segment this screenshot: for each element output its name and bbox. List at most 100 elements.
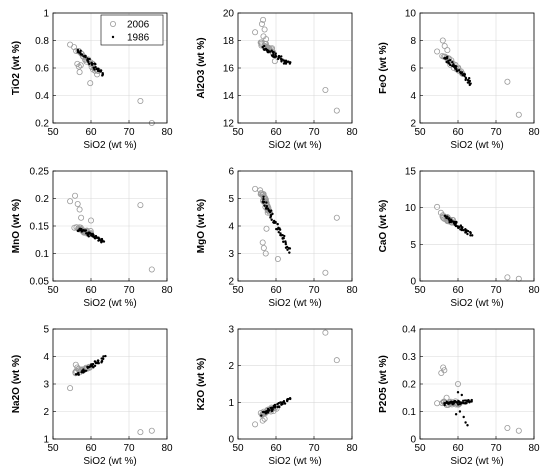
y-tick-label: 0.3 bbox=[402, 352, 416, 363]
data-point bbox=[276, 57, 280, 61]
data-point bbox=[449, 220, 453, 224]
data-point bbox=[252, 421, 259, 428]
data-point bbox=[274, 406, 277, 409]
data-point bbox=[79, 49, 82, 52]
y-tick-label: 2 bbox=[228, 361, 234, 372]
data-point bbox=[288, 396, 292, 400]
y-tick-label: 0.2 bbox=[35, 119, 49, 130]
data-point bbox=[333, 214, 340, 221]
data-point bbox=[459, 401, 463, 404]
y-tick-label: 0.1 bbox=[35, 249, 49, 260]
x-tick-label: 60 bbox=[270, 443, 282, 454]
data-point bbox=[80, 53, 84, 56]
x-tick-label: 50 bbox=[47, 127, 59, 138]
y-tick-label: 0.05 bbox=[30, 277, 50, 288]
y-tick-label: 6 bbox=[410, 64, 416, 75]
data-point bbox=[461, 226, 464, 229]
data-point bbox=[284, 242, 288, 246]
data-point bbox=[91, 362, 95, 366]
x-tick-label: 60 bbox=[452, 285, 464, 296]
data-point bbox=[281, 237, 284, 240]
data-point bbox=[262, 197, 265, 201]
data-point bbox=[277, 230, 280, 234]
data-point bbox=[441, 367, 448, 374]
x-tick-label: 60 bbox=[270, 285, 282, 296]
panel-na2o: 50 60 70 80 1 2 3 4 5 SiO2 (wt %) Na2O (wt %) bbox=[11, 325, 173, 468]
data-point bbox=[272, 221, 276, 225]
data-point bbox=[88, 217, 95, 224]
x-tick-label: 70 bbox=[123, 443, 135, 454]
data-point bbox=[445, 215, 448, 219]
x-tick-label: 80 bbox=[161, 127, 173, 138]
x-tick-label: 50 bbox=[232, 443, 244, 454]
data-point bbox=[465, 229, 468, 232]
data-point bbox=[276, 222, 279, 226]
data-point bbox=[92, 366, 95, 369]
y-axis-label: Al2O3 (wt %) bbox=[196, 37, 207, 98]
data-point bbox=[322, 329, 329, 336]
data-point bbox=[443, 403, 446, 407]
x-axis-label: SiO2 (wt %) bbox=[450, 140, 503, 151]
y-tick-label: 2 bbox=[43, 407, 49, 418]
data-point bbox=[282, 62, 286, 65]
data-point bbox=[272, 51, 275, 54]
x-tick-label: 70 bbox=[308, 285, 320, 296]
data-point bbox=[333, 107, 340, 114]
data-point bbox=[86, 58, 90, 62]
data-point bbox=[504, 424, 511, 431]
grid-cao bbox=[419, 170, 535, 282]
data-point bbox=[259, 417, 266, 424]
data-point bbox=[84, 55, 87, 59]
data-point bbox=[265, 201, 268, 204]
data-point bbox=[263, 36, 270, 43]
y-tick-label: 16 bbox=[223, 64, 235, 75]
data-point bbox=[262, 201, 265, 204]
data-point bbox=[260, 244, 267, 251]
legend-label-1986: 1986 bbox=[127, 33, 150, 44]
data-point bbox=[67, 41, 74, 48]
x-tick-label: 50 bbox=[414, 127, 426, 138]
y-tick-label: 0.15 bbox=[30, 222, 50, 233]
series-1986-cao bbox=[443, 214, 474, 237]
x-tick-label: 80 bbox=[346, 127, 358, 138]
axes-box bbox=[419, 170, 535, 282]
y-tick-label: 14 bbox=[223, 91, 235, 102]
data-point bbox=[77, 62, 84, 69]
data-point bbox=[74, 200, 81, 207]
data-point bbox=[454, 380, 461, 387]
data-point bbox=[259, 239, 266, 246]
legend-marker-2006 bbox=[110, 20, 117, 27]
x-tick-label: 70 bbox=[123, 127, 135, 138]
data-point bbox=[72, 192, 79, 199]
series-2006-na2o bbox=[67, 361, 155, 436]
data-point bbox=[263, 204, 266, 207]
data-point bbox=[515, 111, 522, 118]
series-1986-al2o3 bbox=[261, 44, 292, 65]
data-point bbox=[275, 55, 278, 58]
data-point bbox=[262, 250, 269, 257]
data-point bbox=[281, 401, 284, 404]
x-axis-label: SiO2 (wt %) bbox=[450, 298, 503, 309]
legend: 2006 1986 bbox=[100, 14, 164, 46]
data-point bbox=[93, 68, 96, 71]
data-point bbox=[88, 62, 91, 66]
data-point bbox=[279, 233, 282, 237]
data-point bbox=[466, 399, 469, 402]
data-point bbox=[94, 62, 97, 66]
data-point bbox=[445, 57, 449, 60]
data-point bbox=[270, 407, 274, 411]
series-2006-mno bbox=[67, 192, 155, 273]
panel-mno: 50 60 70 80 0.05 0.1 0.15 0.2 0.25 SiO2 (wt %) MnO… bbox=[11, 167, 173, 310]
data-point bbox=[99, 70, 103, 73]
data-point bbox=[439, 37, 446, 44]
panel-cao: 50 60 70 80 0 5 10 15 SiO2 (wt %) CaO (wt %) bbox=[378, 167, 540, 310]
data-point bbox=[137, 202, 144, 209]
series-2006-feo bbox=[434, 37, 522, 118]
y-tick-label: 4 bbox=[228, 222, 234, 233]
data-point bbox=[451, 63, 455, 67]
data-point bbox=[97, 362, 100, 365]
data-point bbox=[96, 359, 100, 362]
data-point bbox=[451, 401, 455, 405]
data-point bbox=[441, 43, 448, 50]
